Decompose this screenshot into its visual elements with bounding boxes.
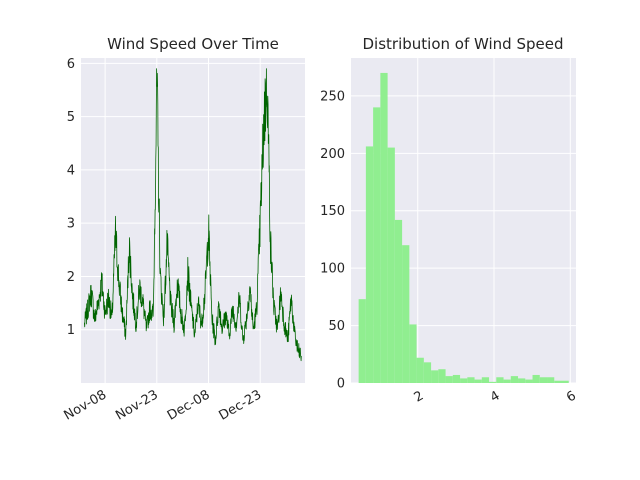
histogram-bar: [489, 381, 497, 383]
histogram-bar: [431, 370, 439, 383]
histogram-bars: [358, 72, 569, 384]
histogram-bar: [547, 377, 555, 383]
histogram-bar: [365, 146, 374, 383]
histogram-y-tick-label: 150: [320, 204, 345, 219]
line-chart-panel: 1 2 3 4 5 6 Nov-08 Nov-23 Dec-08 Dec-23 Wind Spe…: [62, 35, 305, 424]
line-chart-y-tick-label: 3: [67, 217, 75, 232]
histogram-bar: [510, 376, 519, 383]
histogram-title: Distribution of Wind Speed: [363, 35, 564, 53]
histogram-bar: [481, 377, 490, 383]
histogram-bar: [561, 380, 569, 383]
histogram-bar: [539, 377, 548, 383]
histogram-y-tick-label: 200: [320, 147, 345, 162]
histogram-bar: [532, 374, 540, 383]
histogram-bar: [402, 245, 410, 383]
histogram-bar: [423, 362, 432, 383]
histogram-x-tick-label: 6: [564, 388, 579, 405]
histogram-x-tick-label: 4: [488, 388, 503, 405]
histogram-y-tick-label: 100: [320, 262, 345, 277]
histogram-y-tick-label: 0: [337, 377, 345, 392]
histogram-bar: [460, 378, 468, 383]
line-chart-y-tick-label: 1: [67, 323, 75, 338]
line-chart-x-tick-label: Nov-23: [113, 387, 161, 423]
histogram-bar: [416, 357, 424, 383]
histogram-bar: [474, 379, 482, 383]
line-chart-plot-area: [81, 58, 305, 383]
wind-speed-line: [84, 68, 302, 362]
histogram-bar: [358, 299, 366, 383]
histogram-bar: [387, 147, 395, 383]
histogram-x-tick-label: 2: [412, 388, 427, 405]
line-chart-series: [84, 68, 302, 362]
line-chart-x-ticks: Nov-08 Nov-23 Dec-08 Dec-23: [62, 387, 265, 423]
histogram-bar: [409, 324, 417, 383]
histogram-bar: [380, 72, 388, 384]
histogram-x-ticks: 2 4 6: [412, 388, 579, 405]
histogram-bar: [518, 378, 526, 383]
line-chart-x-tick-label: Nov-08: [62, 387, 110, 423]
histogram-bar: [467, 377, 475, 383]
histogram-bar: [394, 219, 403, 383]
histogram-bar: [438, 369, 446, 383]
histogram-bar: [503, 379, 511, 383]
histogram-bar: [525, 379, 533, 383]
line-chart-title: Wind Speed Over Time: [107, 35, 279, 53]
histogram-bar: [554, 380, 562, 383]
line-chart-y-ticks: 1 2 3 4 5 6: [67, 57, 75, 338]
histogram-y-tick-label: 50: [328, 319, 345, 334]
line-chart-y-tick-label: 5: [67, 110, 75, 125]
histogram-bar: [452, 374, 461, 383]
histogram-bar: [445, 376, 453, 383]
line-chart-y-tick-label: 4: [67, 163, 75, 178]
line-chart-y-tick-label: 2: [67, 270, 75, 285]
histogram-panel: 0 50 100 150 200 250 2 4 6 Distribution of Wind…: [320, 35, 579, 406]
line-chart-y-tick-label: 6: [67, 57, 75, 72]
histogram-bar: [373, 107, 381, 383]
line-chart-x-tick-label: Dec-08: [165, 387, 213, 423]
histogram-y-ticks: 0 50 100 150 200 250: [320, 89, 345, 391]
line-chart-x-tick-label: Dec-23: [217, 387, 265, 423]
histogram-y-tick-label: 250: [320, 89, 345, 104]
histogram-bar: [496, 377, 504, 383]
